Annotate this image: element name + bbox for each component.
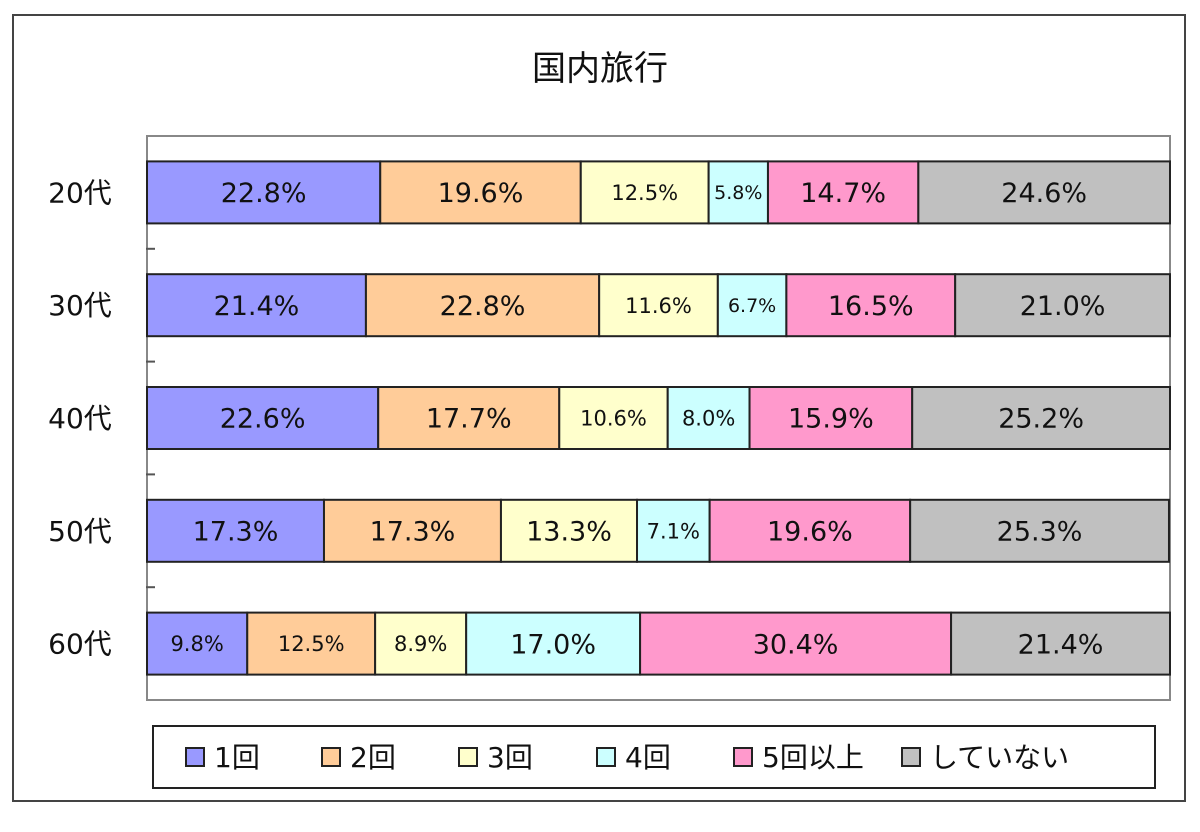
bar-segment [146,498,325,563]
legend-label: 4回 [625,741,671,774]
bar-segment [917,160,1171,225]
bar-segment [146,273,367,338]
data-label: 9.8% [170,632,223,656]
data-label: 10.6% [580,407,647,431]
bar-segment [666,386,751,450]
legend-swatch [901,747,921,767]
data-label: 8.9% [394,632,447,656]
bar-segment [146,386,380,450]
bar-segment [246,611,377,676]
legend [152,725,1156,789]
data-label: 5.8% [714,182,762,204]
data-label: 21.4% [214,291,300,322]
bar-segment [499,498,639,563]
legend-label: 3回 [487,741,533,774]
data-label: 6.7% [728,295,776,317]
data-label: 11.6% [625,294,692,318]
data-label: 15.9% [788,404,874,435]
bar-segment [146,611,249,676]
bar-segment [785,273,957,338]
category-label: 30代 [48,289,112,322]
data-label: 22.6% [220,404,306,435]
data-label: 21.0% [1020,291,1106,322]
legend-label: 1回 [214,741,260,774]
bar-segment [364,273,601,338]
bar-segment [950,611,1171,676]
bar-segment [465,611,642,676]
data-label: 19.6% [767,517,853,548]
data-label: 17.7% [426,404,512,435]
legend-swatch [321,747,341,767]
bar-segment [954,273,1171,338]
data-label: 16.5% [828,291,914,322]
chart-title: 国内旅行 [532,49,668,89]
data-label: 14.7% [800,178,886,209]
data-label: 17.0% [510,629,596,660]
data-label: 8.0% [682,407,735,431]
data-label: 12.5% [611,181,678,205]
legend-swatch [458,747,478,767]
data-label: 17.3% [370,517,456,548]
data-label: 21.4% [1018,629,1104,660]
data-label: 30.4% [753,629,839,660]
data-label: 24.6% [1001,178,1087,209]
data-label: 22.8% [440,291,526,322]
category-label: 40代 [48,402,112,435]
bar-segment [636,498,711,563]
bar-segment [374,611,468,676]
data-label: 13.3% [526,517,612,548]
data-label: 25.3% [997,517,1083,548]
bar-segment [909,498,1170,563]
legend-label: 5回以上 [762,741,864,774]
data-label: 12.5% [278,632,345,656]
data-label: 22.8% [221,178,307,209]
legend-label: していない [930,741,1069,774]
data-label: 25.2% [998,404,1084,435]
data-label: 19.6% [438,178,524,209]
legend-swatch [596,747,616,767]
category-label: 60代 [48,628,112,661]
bar-segment [146,160,382,225]
bar-segment [598,273,719,338]
category-label: 20代 [48,176,112,209]
category-label: 50代 [48,515,112,548]
legend-swatch [185,747,205,767]
bar-segment [377,386,561,450]
legend-swatch [733,747,753,767]
legend-label: 2回 [350,741,396,774]
bar-segment [748,386,914,450]
bar-segment [911,386,1171,450]
bar-segment [639,611,953,676]
data-label: 17.3% [193,517,279,548]
data-label: 7.1% [647,519,700,543]
bar-segment [558,386,669,450]
